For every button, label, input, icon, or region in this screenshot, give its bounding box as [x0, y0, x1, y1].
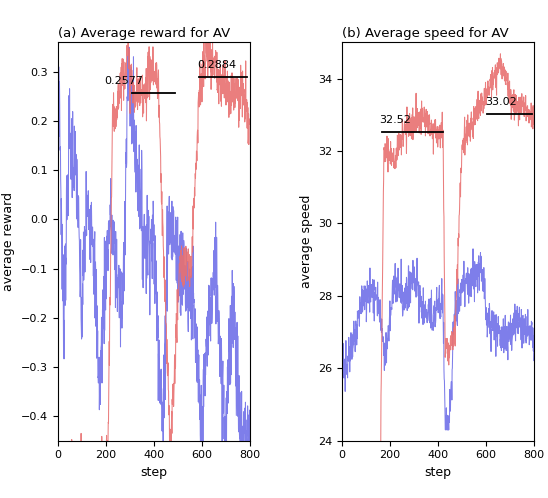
Text: 0.2577: 0.2577: [105, 76, 144, 86]
X-axis label: step: step: [140, 466, 167, 479]
Y-axis label: average speed: average speed: [300, 195, 312, 288]
Text: 0.2884: 0.2884: [197, 60, 237, 70]
Text: (a) Average reward for AV: (a) Average reward for AV: [58, 27, 230, 40]
X-axis label: step: step: [425, 466, 452, 479]
Text: 33.02: 33.02: [485, 97, 517, 107]
Y-axis label: average reward: average reward: [2, 192, 15, 291]
Text: (b) Average speed for AV: (b) Average speed for AV: [342, 27, 509, 40]
Text: 32.52: 32.52: [379, 115, 411, 125]
